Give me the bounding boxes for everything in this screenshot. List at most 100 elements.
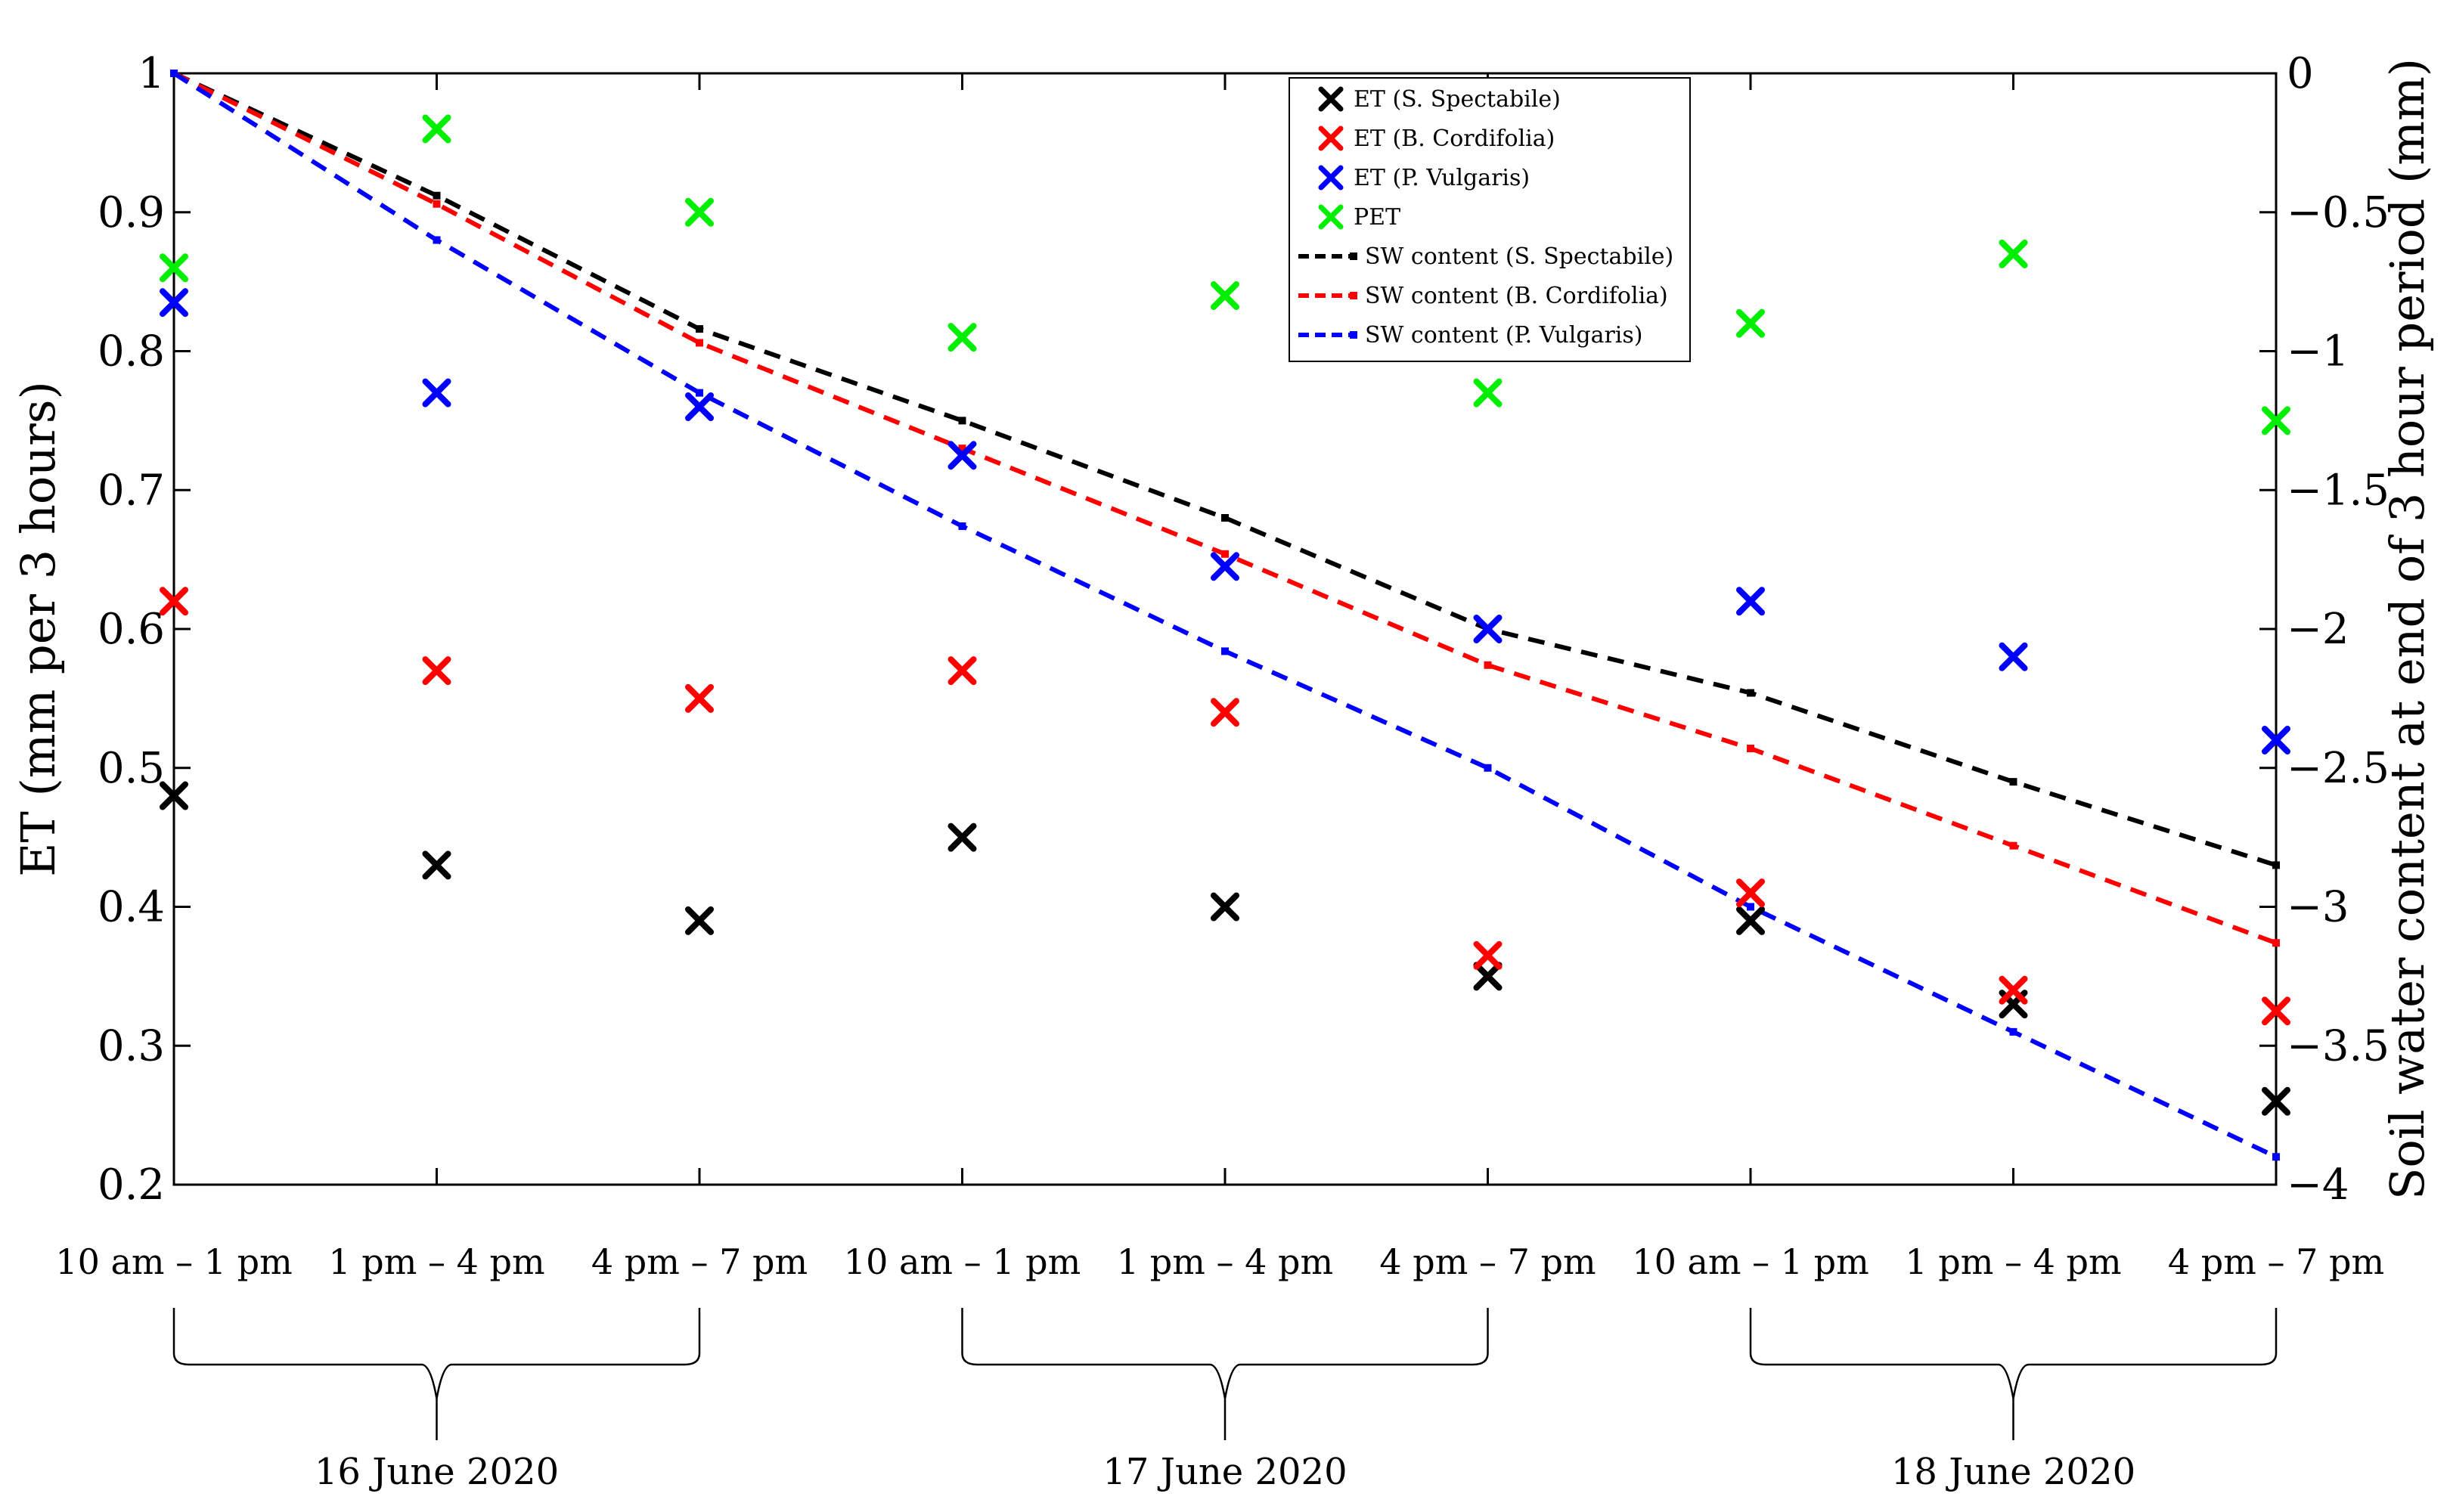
et-marker-stroke <box>1211 281 1239 310</box>
et-marker <box>1999 642 2028 671</box>
sw-point <box>1221 550 1229 558</box>
right-tick-label: −3 <box>2287 883 2349 932</box>
sw-point <box>1484 764 1492 772</box>
legend-label: ET (B. Cordifolia) <box>1354 125 1555 152</box>
et-marker <box>2262 726 2290 754</box>
legend-marker <box>1318 204 1344 230</box>
et-marker-stroke <box>685 197 714 227</box>
sw-line-series <box>172 71 2277 868</box>
date-brace <box>172 1308 701 1440</box>
et-marker <box>2262 406 2290 435</box>
sw-point <box>2009 841 2017 850</box>
x-category-label: 1 pm – 4 pm <box>328 1241 544 1282</box>
et-markers <box>160 114 2290 1116</box>
et-marker-stroke <box>1473 940 1503 970</box>
right-tick-label: −4 <box>2287 1160 2349 1210</box>
et-marker <box>1211 281 1239 310</box>
et-marker <box>1473 615 1503 643</box>
et-marker <box>1473 378 1503 407</box>
right-tick-label: −2.5 <box>2287 744 2390 793</box>
et-marker-stroke <box>422 378 451 407</box>
legend: ET (S. Spectabile) ET (B. Cordifolia) ET (… <box>1289 77 1691 362</box>
right-tick-label: 0 <box>2287 49 2314 98</box>
sw-point <box>2272 939 2280 947</box>
left-tick-label: 0.3 <box>98 1021 165 1070</box>
et-marker <box>2262 1086 2290 1116</box>
et-marker-stroke <box>160 781 188 810</box>
et-marker-stroke <box>1999 975 2028 1005</box>
et-marker <box>947 823 977 852</box>
legend-box <box>1289 77 1691 362</box>
et-marker-stroke <box>422 850 451 880</box>
left-axis-title: ET (mm per 3 hours) <box>11 381 66 877</box>
et-marker-stroke <box>1473 615 1503 643</box>
et-marker-stroke <box>1736 906 1765 935</box>
et-marker <box>2262 996 2290 1026</box>
right-y-axis: −4 −3.5 −3 −2.5 −2 −1.5 −1 −0.5 0 <box>2259 49 2390 1210</box>
et-marker-stroke <box>422 656 451 686</box>
date-brace <box>961 1308 1489 1440</box>
date-group-label: 16 June 2020 <box>315 1451 559 1493</box>
et-marker <box>1473 940 1503 970</box>
et-marker <box>422 850 451 880</box>
sw-point <box>433 236 441 244</box>
et-marker <box>1999 975 2028 1005</box>
legend-marker <box>1318 86 1344 112</box>
sw-point <box>958 445 966 453</box>
x-category-label: 10 am – 1 pm <box>55 1241 292 1282</box>
et-marker-stroke <box>685 906 714 935</box>
et-marker-stroke <box>947 656 977 686</box>
et-marker-stroke <box>1736 587 1765 616</box>
right-tick-label: −2 <box>2287 605 2349 654</box>
et-marker <box>947 441 977 470</box>
et-marker <box>1473 962 1503 991</box>
et-marker <box>1211 698 1239 727</box>
sw-point <box>1221 514 1229 522</box>
et-marker <box>1736 906 1765 935</box>
et-marker-stroke <box>947 441 977 470</box>
x-category-label: 10 am – 1 pm <box>844 1241 1081 1282</box>
sw-point <box>696 389 703 397</box>
et-marker <box>160 587 188 616</box>
legend-marker <box>1318 165 1344 191</box>
et-marker-stroke <box>685 392 714 421</box>
date-group-label: 17 June 2020 <box>1102 1451 1347 1493</box>
et-marker-stroke <box>160 288 188 318</box>
sw-point <box>1221 647 1229 655</box>
legend-marker <box>1318 125 1344 151</box>
et-marker <box>422 114 451 144</box>
left-tick-label: 0.9 <box>98 188 165 237</box>
sw-point <box>1747 903 1754 911</box>
right-tick-label: −3.5 <box>2287 1021 2390 1070</box>
sw-point <box>2009 778 2017 786</box>
et-marker <box>685 906 714 935</box>
x-axis-categories: 10 am – 1 pm 1 pm – 4 pm 4 pm – 7 pm 10 am … <box>55 1241 2384 1282</box>
et-marker-stroke <box>2262 726 2290 754</box>
left-y-axis: 0.2 0.3 0.4 0.5 0.6 0.7 0.8 0.9 1 <box>98 49 2014 1210</box>
left-tick-label: 0.7 <box>98 466 165 515</box>
sw-point <box>2009 1027 2017 1036</box>
x-category-label: 1 pm – 4 pm <box>1117 1241 1333 1282</box>
legend-label: SW content (S. Spectabile) <box>1365 243 1673 270</box>
et-marker <box>1736 308 1765 338</box>
sw-point <box>2272 1153 2280 1161</box>
sw-point <box>170 70 178 77</box>
et-marker-stroke <box>1736 308 1765 338</box>
et-marker <box>1211 892 1239 922</box>
left-tick-label: 0.4 <box>98 883 165 932</box>
date-group-label: 18 June 2020 <box>1891 1451 2135 1493</box>
et-marker-stroke <box>1211 698 1239 727</box>
x-category-label: 4 pm – 7 pm <box>591 1241 808 1282</box>
plot-frame <box>172 72 2278 1186</box>
et-marker <box>1736 878 1765 908</box>
et-marker <box>160 781 188 810</box>
legend-label: ET (P. Vulgaris) <box>1354 165 1530 191</box>
left-tick-label: 0.5 <box>98 744 165 793</box>
et-marker <box>685 392 714 421</box>
et-marker-stroke <box>685 683 714 713</box>
et-marker <box>160 253 188 283</box>
et-marker-stroke <box>160 253 188 283</box>
et-marker-stroke <box>1736 878 1765 908</box>
legend-label: SW content (B. Cordifolia) <box>1365 283 1668 309</box>
et-marker-stroke <box>947 823 977 852</box>
